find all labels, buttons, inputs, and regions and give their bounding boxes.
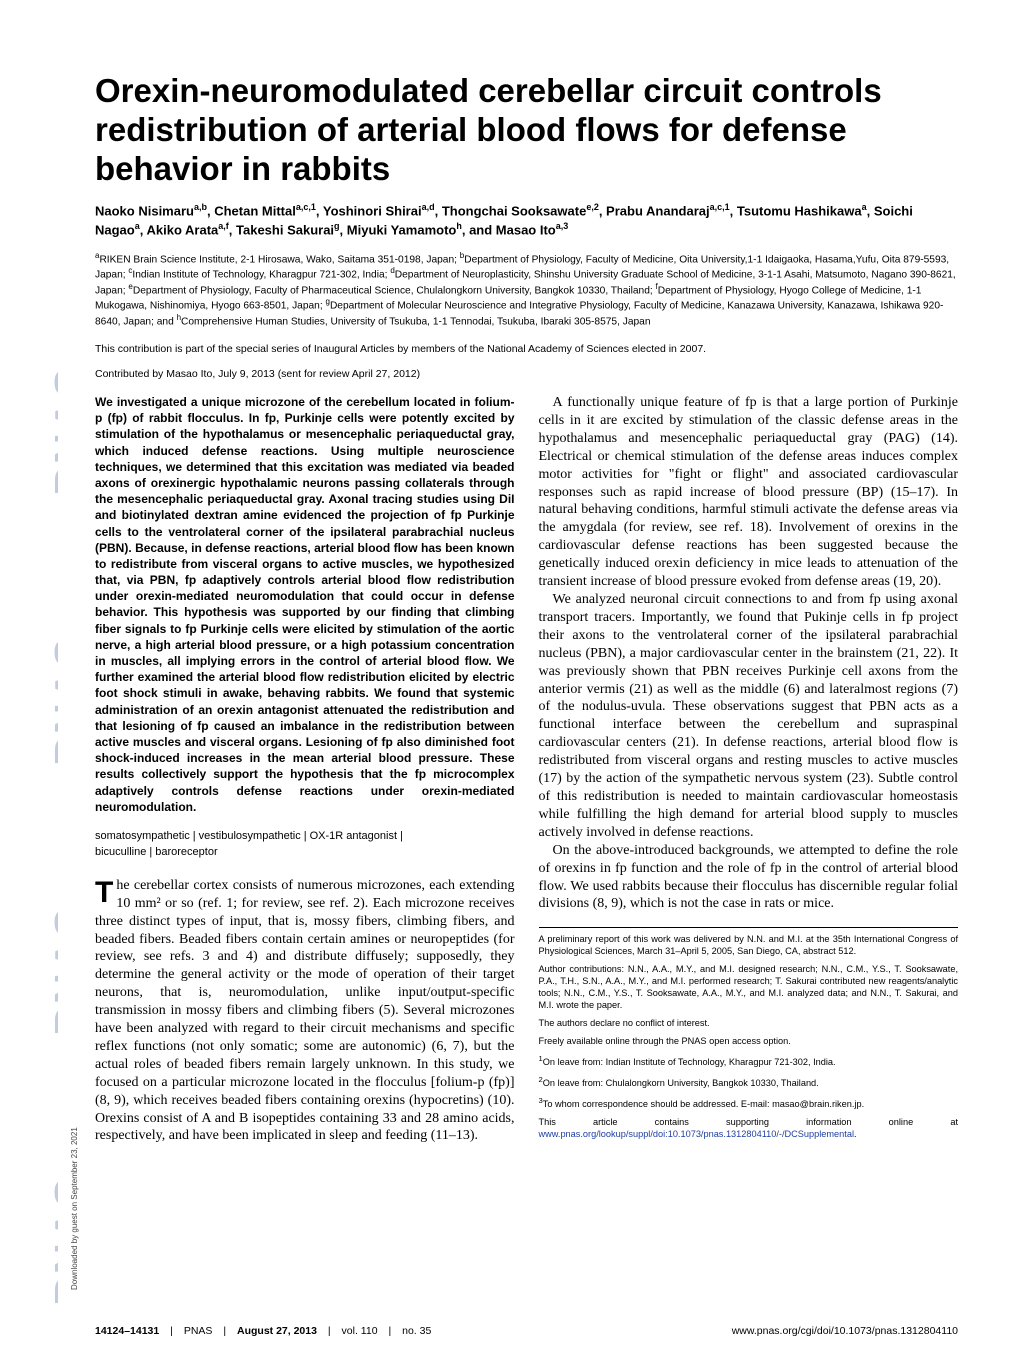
footnote-conflict: The authors declare no conflict of inter… <box>539 1018 959 1030</box>
left-column: We investigated a unique microzone of th… <box>95 394 515 1147</box>
footnote-author-contributions: Author contributions: N.N., A.A., M.Y., … <box>539 964 959 1012</box>
pnas-watermark: PNAS <box>46 1176 58 1306</box>
keywords: somatosympathetic|vestibulosympathetic|O… <box>95 829 515 861</box>
page-footer: 14124–14131 | PNAS | August 27, 2013 | v… <box>95 1325 958 1337</box>
keyword: baroreceptor <box>155 846 217 858</box>
footer-left: 14124–14131 | PNAS | August 27, 2013 | v… <box>95 1325 431 1337</box>
series-note: This contribution is part of the special… <box>95 343 958 357</box>
footnote-correspondence: 3To whom correspondence should be addres… <box>539 1096 959 1111</box>
abstract: We investigated a unique microzone of th… <box>95 394 515 815</box>
footnotes: A preliminary report of this work was de… <box>539 927 959 1141</box>
keyword: OX-1R antagonist <box>310 830 397 842</box>
contributed-line: Contributed by Masao Ito, July 9, 2013 (… <box>95 368 958 382</box>
affiliations: aRIKEN Brain Science Institute, 2-1 Hiro… <box>95 251 958 329</box>
footer-issue: no. 35 <box>402 1325 431 1337</box>
right-column: A functionally unique feature of fp is t… <box>539 394 959 1147</box>
download-stamp: Downloaded by guest on September 23, 202… <box>70 1127 79 1290</box>
footnote-preliminary: A preliminary report of this work was de… <box>539 934 959 958</box>
footer-right: www.pnas.org/cgi/doi/10.1073/pnas.131280… <box>732 1325 958 1337</box>
footer-pages: 14124–14131 <box>95 1325 159 1337</box>
keyword: bicuculline <box>95 846 146 858</box>
footer-journal: PNAS <box>184 1325 213 1337</box>
pnas-side-banner: PNAS PNAS PNAS PNAS <box>0 76 58 1306</box>
footer-date: August 27, 2013 <box>237 1325 317 1337</box>
footnote-supporting: This article contains supporting informa… <box>539 1117 959 1141</box>
keyword: vestibulosympathetic <box>199 830 301 842</box>
footnote-open-access: Freely available online through the PNAS… <box>539 1036 959 1048</box>
pnas-watermark: PNAS <box>46 636 58 766</box>
pnas-watermark: PNAS <box>46 366 58 496</box>
body-paragraph: A functionally unique feature of fp is t… <box>539 394 959 591</box>
body-text: he cerebellar cortex consists of numerou… <box>95 878 515 1144</box>
keyword: somatosympathetic <box>95 830 190 842</box>
two-column-body: We investigated a unique microzone of th… <box>95 394 958 1147</box>
author-list: Naoko Nisimarua,b, Chetan Mittala,c,1, Y… <box>95 201 958 239</box>
footnote-leave-2: 2On leave from: Chulalongkorn University… <box>539 1075 959 1090</box>
body-paragraph: We analyzed neuronal circuit connections… <box>539 591 959 842</box>
supporting-link[interactable]: www.pnas.org/lookup/suppl/doi:10.1073/pn… <box>539 1129 854 1139</box>
article-title: Orexin-neuromodulated cerebellar circuit… <box>95 72 958 189</box>
dropcap: T <box>95 877 116 906</box>
body-paragraph: The cerebellar cortex consists of numero… <box>95 877 515 1146</box>
body-paragraph: On the above-introduced backgrounds, we … <box>539 842 959 914</box>
pnas-watermark: PNAS <box>46 906 58 1036</box>
footnote-leave-1: 1On leave from: Indian Institute of Tech… <box>539 1054 959 1069</box>
footer-volume: vol. 110 <box>342 1325 378 1337</box>
